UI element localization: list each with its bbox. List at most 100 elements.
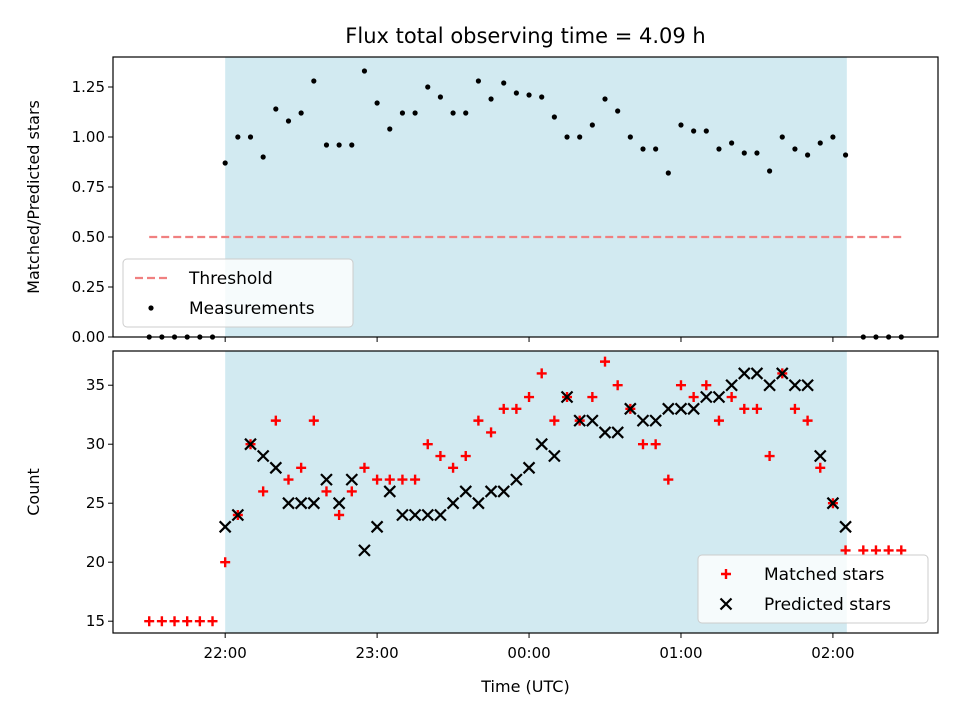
matched-star-point: [435, 451, 446, 462]
matched-star-point: [663, 474, 674, 485]
legend-swatch: [148, 305, 154, 311]
y-tick-label: 30: [86, 435, 105, 453]
y-axis-label: Count: [24, 468, 43, 516]
measurement-point: [678, 122, 684, 128]
measurement-point: [729, 140, 735, 146]
matched-star-point: [372, 474, 383, 485]
measurement-point: [691, 128, 697, 134]
legend-label: Measurements: [189, 299, 315, 319]
y-tick-label: 0.00: [72, 328, 105, 346]
predicted-star-point: [535, 437, 548, 451]
predicted-star-point: [700, 390, 713, 404]
x-axis-label: Time (UTC): [480, 677, 569, 696]
legend-label: Predicted stars: [764, 595, 891, 615]
legend-swatch: [719, 597, 733, 611]
measurement-point: [235, 134, 241, 140]
predicted-star-point: [611, 426, 624, 439]
axes-frame: [112, 350, 939, 634]
matched-star-point: [169, 616, 180, 627]
predicted-star-point: [434, 508, 447, 522]
legend: Threshold Measurements: [122, 258, 354, 328]
measurement-point: [349, 142, 355, 148]
matched-star-point: [726, 392, 737, 403]
matched-star-point: [422, 439, 433, 450]
measurement-point: [653, 146, 659, 152]
y-tick-label: 1.00: [72, 128, 105, 146]
predicted-star-point: [294, 496, 308, 510]
predicted-star-point: [345, 473, 359, 486]
measurement-point: [475, 78, 482, 84]
predicted-star-point: [712, 390, 726, 404]
x-tick-label: 01:00: [659, 644, 702, 662]
measurement-point: [311, 78, 317, 84]
predicted-star-point: [738, 367, 751, 380]
matched-star-point: [359, 462, 370, 473]
matched-star-point: [789, 403, 800, 414]
matched-star-point: [473, 415, 484, 426]
predicted-star-point: [282, 496, 295, 510]
predicted-star-point: [548, 449, 561, 463]
matched-star-point: [182, 616, 193, 627]
y-axis-label: Matched/Predicted stars: [24, 100, 43, 294]
predicted-star-point: [320, 473, 333, 486]
measurement-point: [222, 160, 228, 166]
measurement-point: [741, 150, 747, 156]
x-tick-label: 00:00: [507, 644, 550, 662]
predicted-star-point: [332, 496, 346, 510]
predicted-star-point: [649, 414, 662, 427]
matched-star-point: [460, 451, 471, 462]
predicted-star-point: [446, 496, 460, 510]
legend-label: Matched stars: [764, 565, 884, 585]
matched-star-point: [739, 403, 750, 414]
measurement-point: [767, 168, 773, 174]
predicted-star-point: [370, 520, 384, 534]
legend-box: [122, 258, 354, 328]
measurement-point: [488, 96, 494, 102]
matched-star-point: [410, 474, 421, 485]
matched-star-point: [156, 616, 167, 627]
predicted-star-point: [775, 367, 789, 380]
matched-star-point: [321, 486, 332, 497]
matched-star-point: [815, 462, 826, 473]
x-tick-label: 23:00: [355, 644, 398, 662]
matched-star-point: [802, 415, 813, 426]
measurement-point: [336, 142, 342, 148]
predicted-star-point: [459, 485, 473, 498]
predicted-star-point: [763, 378, 776, 392]
matched-star-point: [486, 427, 497, 438]
predicted-star-point: [750, 367, 764, 380]
predicted-star-point: [636, 414, 650, 427]
measurement-point: [539, 94, 545, 100]
measurement-point: [463, 110, 469, 116]
matched-star-point: [764, 451, 775, 462]
predicted-star-point: [522, 461, 536, 475]
predicted-star-point: [383, 485, 397, 498]
measurement-point: [387, 126, 393, 132]
matched-star-point: [637, 439, 648, 450]
y-tick-label: 15: [86, 612, 105, 630]
predicted-star-point: [801, 378, 814, 392]
legend-swatch: [721, 569, 731, 579]
measurement-point: [779, 134, 785, 140]
series-predicted-stars: [218, 367, 852, 557]
predicted-star-point: [560, 390, 574, 404]
predicted-star-point: [839, 520, 852, 534]
matched-star-point: [296, 462, 307, 473]
matched-star-point: [688, 392, 699, 403]
predicted-star-point: [687, 402, 700, 416]
measurement-point: [804, 152, 811, 158]
legend-box: [697, 554, 929, 624]
predicted-star-point: [788, 378, 802, 392]
predicted-star-point: [826, 496, 840, 510]
matched-star-point: [840, 545, 851, 556]
matched-star-point: [511, 403, 522, 414]
predicted-star-point: [662, 402, 675, 416]
measurement-point: [323, 142, 330, 148]
measurement-point: [399, 110, 406, 116]
predicted-star-point: [813, 449, 827, 463]
predicted-star-point: [624, 402, 637, 416]
matched-star-point: [144, 616, 155, 627]
matched-star-point: [600, 356, 611, 367]
y-tick-label: 35: [86, 376, 105, 394]
predicted-star-point: [358, 544, 371, 557]
